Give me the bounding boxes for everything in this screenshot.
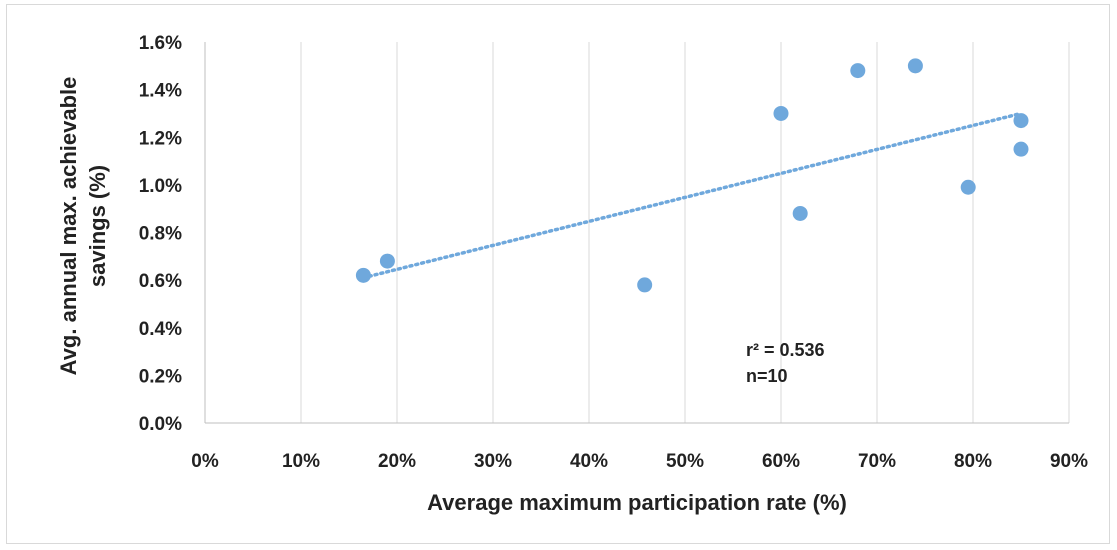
data-point — [773, 105, 789, 121]
data-point — [850, 63, 866, 79]
chart-frame — [6, 4, 1110, 544]
data-point — [1013, 113, 1029, 129]
grid-layer — [300, 42, 1070, 423]
y-tick-label: 0.2% — [139, 366, 182, 387]
y-tick-label: 0.4% — [139, 319, 182, 340]
data-point — [960, 179, 976, 195]
x-axis-title: Average maximum participation rate (%) — [427, 490, 847, 515]
y-tick-label: 0.0% — [139, 414, 182, 435]
x-tick-label: 90% — [1050, 451, 1088, 472]
points-layer — [355, 58, 1029, 293]
data-point — [907, 58, 923, 74]
x-tick-label: 30% — [474, 451, 512, 472]
x-tick-label: 60% — [762, 451, 800, 472]
x-tick-label: 80% — [954, 451, 992, 472]
y-axis-title: Avg. annual max. achievable savings (%) — [56, 77, 110, 376]
r-squared-annotation: r² = 0.536 — [746, 340, 825, 360]
x-tick-label: 70% — [858, 451, 896, 472]
y-axis-title-line-2: savings (%) — [85, 165, 110, 287]
trendline — [361, 111, 1023, 280]
y-tick-label: 0.8% — [139, 224, 182, 245]
x-tick-label: 0% — [191, 451, 219, 472]
x-tick-label: 40% — [570, 451, 608, 472]
y-tick-label: 0.6% — [139, 271, 182, 292]
data-point — [792, 205, 808, 221]
x-tick-labels: 0% 10% 20% 30% 40% 50% 60% 70% 80% 90% — [191, 451, 1088, 472]
y-tick-label: 1.2% — [139, 128, 182, 149]
x-tick-label: 50% — [666, 451, 704, 472]
data-point — [637, 277, 653, 293]
y-tick-label: 1.6% — [139, 33, 182, 54]
n-annotation: n=10 — [746, 366, 788, 386]
y-tick-labels: 0.0% 0.2% 0.4% 0.6% 0.8% 1.0% 1.2% 1.4% 1.6% — [139, 33, 182, 435]
y-tick-label: 1.4% — [139, 81, 182, 102]
x-tick-label: 10% — [282, 451, 320, 472]
trendline-layer — [361, 111, 1023, 280]
data-point — [379, 253, 395, 269]
y-tick-label: 1.0% — [139, 176, 182, 197]
axis-layer — [204, 42, 1069, 424]
x-tick-label: 20% — [378, 451, 416, 472]
data-point — [1013, 141, 1029, 157]
y-axis-title-line-1: Avg. annual max. achievable — [56, 77, 81, 376]
data-point — [355, 267, 371, 283]
